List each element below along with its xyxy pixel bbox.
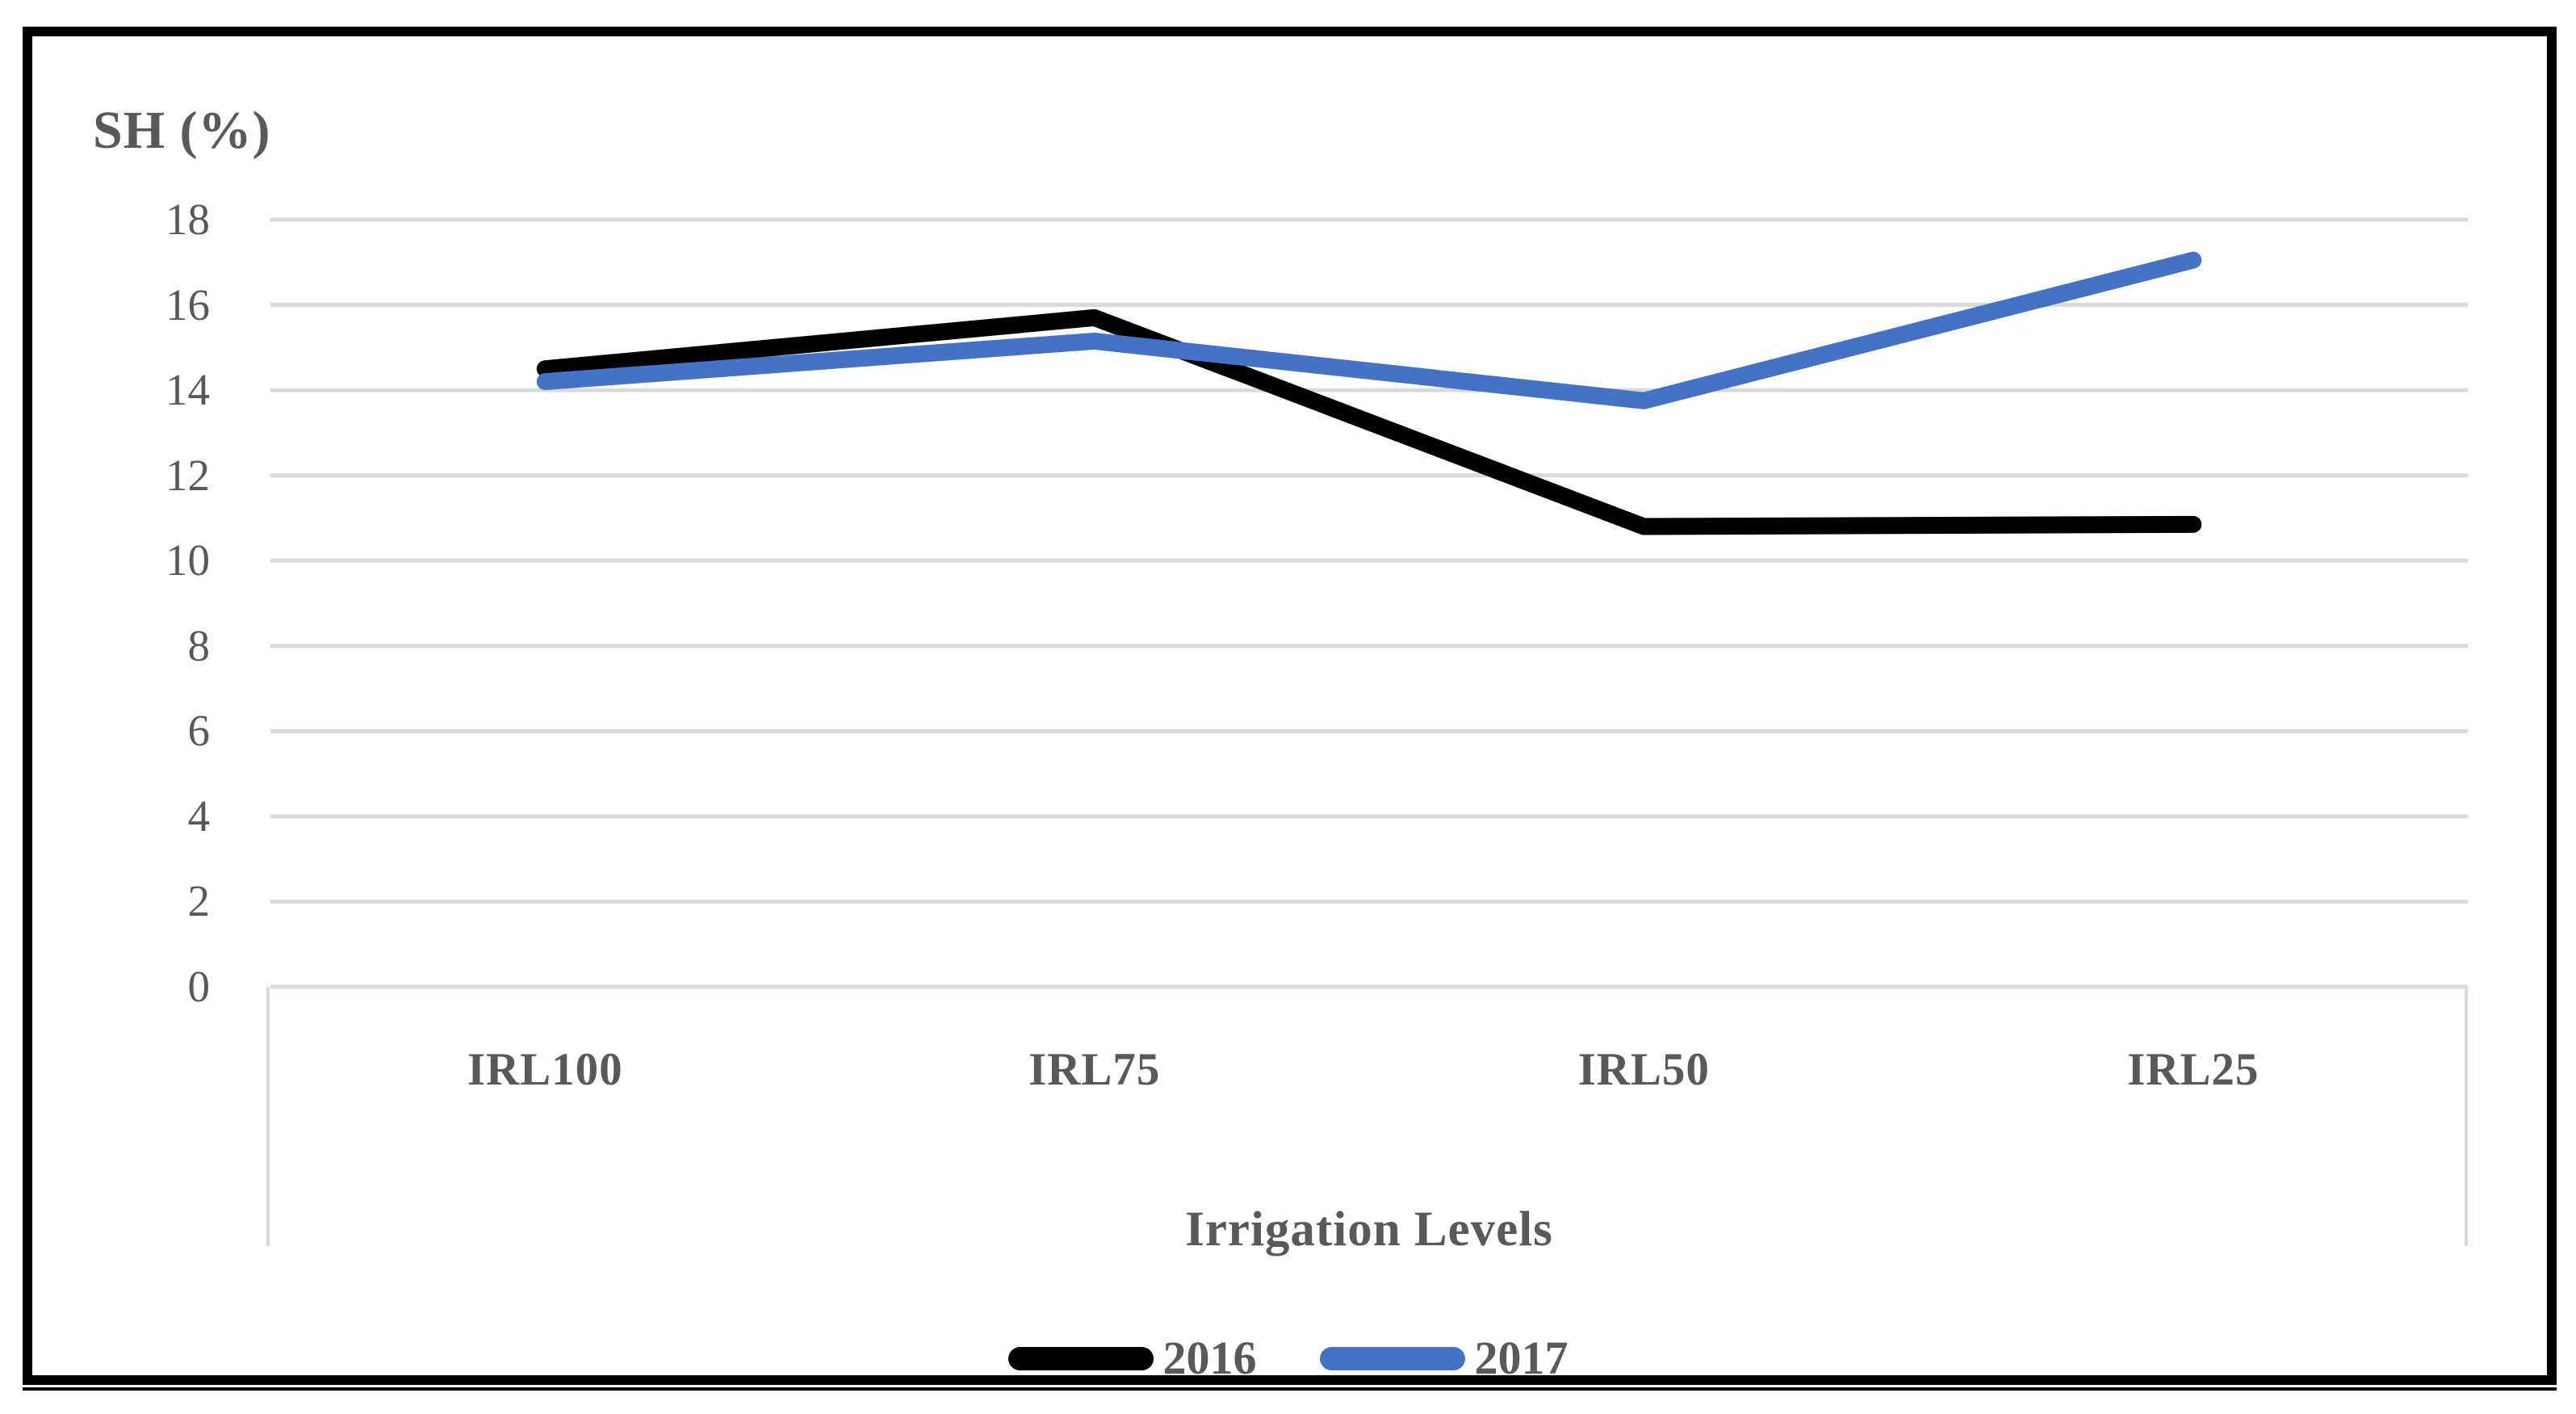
legend-item-2017: 2017: [1319, 1332, 1569, 1384]
x-axis-title: Irrigation Levels: [1185, 1202, 1553, 1257]
y-tick-label-12: 12: [165, 450, 210, 500]
y-tick-label-4: 4: [187, 791, 211, 841]
chart-title: SH (%): [93, 101, 271, 160]
y-tick-label-10: 10: [165, 535, 210, 585]
legend-label-2017: 2017: [1474, 1332, 1569, 1384]
x-category-label-IRL100: IRL100: [467, 1044, 623, 1095]
y-tick-label-14: 14: [165, 365, 210, 415]
figure-border-bottom-line: [23, 1387, 2557, 1391]
x-category-label-IRL50: IRL50: [1577, 1044, 1710, 1095]
series-line-2016: [536, 308, 2202, 535]
y-tick-label-6: 6: [187, 706, 211, 756]
legend-swatch-2017: [1319, 1346, 1465, 1370]
series-line-2017: [536, 251, 2202, 409]
legend-swatch-2016: [1007, 1346, 1154, 1370]
legend-label-2016: 2016: [1162, 1332, 1257, 1384]
figure-border: [23, 27, 2557, 1385]
y-tick-label-18: 18: [165, 195, 210, 244]
x-category-label-IRL25: IRL25: [2127, 1044, 2260, 1095]
legend: 2016 2017: [0, 1334, 2576, 1383]
y-tick-label-16: 16: [165, 279, 210, 329]
legend-item-2016: 2016: [1007, 1332, 1257, 1384]
y-tick-label-2: 2: [187, 876, 211, 926]
y-tick-label-0: 0: [187, 962, 211, 1011]
y-tick-label-8: 8: [187, 620, 211, 670]
x-category-label-IRL75: IRL75: [1028, 1044, 1161, 1095]
